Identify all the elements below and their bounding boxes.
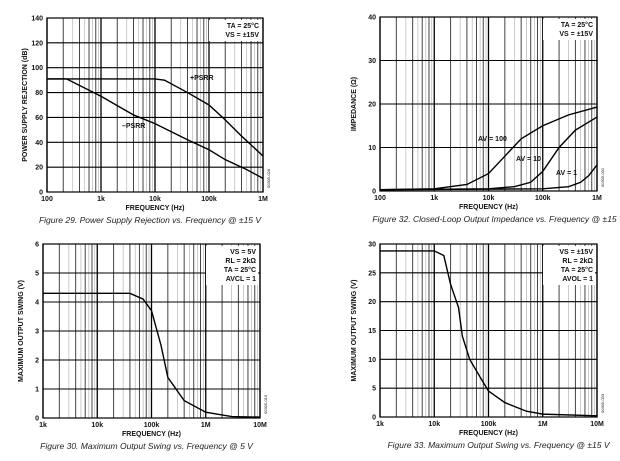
series-label: AV = 100 [478, 136, 507, 143]
y-tick-label: 0 [372, 415, 376, 422]
condition-text: VS = 5V [230, 249, 256, 256]
figure-code: 00305-028 [266, 168, 271, 188]
figure-code: 00305-033 [600, 393, 605, 413]
y-axis-label: IMPEDANCE (Ω) [351, 77, 358, 131]
series-label: +PSRR [190, 75, 214, 82]
conditions-box [543, 246, 595, 285]
y-tick-label: 140 [31, 16, 43, 23]
series-label: AV = 1 [556, 170, 577, 177]
figure-caption: Figure 30. Maximum Output Swing vs. Freq… [40, 441, 254, 451]
condition-text: AVCL = 1 [226, 276, 256, 283]
condition-text: TA = 25°C [227, 22, 259, 30]
x-tick-label: 100k [535, 195, 551, 202]
x-tick-label: 1k [97, 196, 105, 203]
figure-caption: Figure 33. Maximum Output Swing vs. Freq… [387, 440, 610, 450]
y-tick-label: 30 [368, 58, 376, 65]
y-tick-label: 0 [39, 190, 43, 197]
condition-text: VS = ±15V [559, 249, 593, 256]
condition-text: TA = 25°C [224, 266, 256, 274]
chart-2: 100 1k 10k 100k 1M 0 10 20 30 40 AV = 100 AV = 10 AV… [351, 15, 620, 225]
figure-code: 00305-031 [600, 167, 605, 187]
plot-frame [379, 243, 598, 418]
x-tick-label: 100k [481, 421, 497, 428]
y-tick-label: 4 [35, 300, 39, 307]
conditions-box [209, 20, 261, 41]
y-tick-label: 10 [368, 145, 376, 152]
x-tick-label: 100 [41, 196, 53, 203]
series-line [379, 106, 598, 191]
x-tick-label: 100 [374, 195, 386, 202]
y-tick-label: 20 [35, 165, 43, 172]
y-tick-label: 2 [35, 358, 39, 365]
plot-frame [379, 16, 598, 192]
x-tick-label: 100k [144, 422, 160, 429]
y-tick-label: 80 [35, 90, 43, 97]
series-label: AV = 10 [516, 156, 541, 163]
x-tick-label: 10k [483, 195, 495, 202]
y-tick-label: 15 [368, 328, 376, 335]
y-axis-label: POWER SUPPLY REJECTION (dB) [22, 48, 29, 162]
y-tick-label: 1 [35, 387, 39, 394]
figure-caption: Figure 29. Power Supply Rejection vs. Fr… [39, 215, 262, 225]
x-tick-label: 1M [258, 196, 268, 203]
series-label: –PSRR [122, 123, 145, 130]
y-tick-label: 10 [368, 357, 376, 364]
y-tick-label: 100 [31, 65, 43, 72]
series-line [47, 78, 264, 179]
series-line [379, 164, 598, 191]
x-axis-label: FREQUENCY (Hz) [459, 204, 518, 211]
chart-1: 100 1k 10k 100k 1M 0 20 40 60 80 100 120 140 +PSRR –PS… [22, 16, 271, 226]
condition-text: TA = 25°C [561, 21, 593, 29]
y-tick-label: 5 [372, 386, 376, 393]
y-axis-label: MAXIMUM OUTPUT SWING (V) [351, 280, 358, 382]
y-tick-label: 25 [368, 270, 376, 277]
x-tick-label: 1k [430, 195, 438, 202]
x-tick-label: 1M [592, 195, 602, 202]
x-tick-label: 10k [149, 196, 161, 203]
y-tick-label: 20 [368, 102, 376, 109]
condition-text: TA = 25°C [561, 266, 593, 274]
condition-text: RL = 2kΩ [225, 258, 256, 265]
series-line [43, 292, 261, 418]
x-tick-label: 10k [428, 421, 440, 428]
y-tick-label: 120 [31, 40, 43, 47]
x-tick-label: 1M [538, 421, 548, 428]
y-tick-label: 30 [368, 242, 376, 249]
y-axis-label: MAXIMUM OUTPUT SWING (V) [18, 280, 25, 382]
x-tick-label: 10M [253, 422, 267, 429]
y-tick-label: 40 [368, 15, 376, 22]
condition-text: RL = 2kΩ [562, 258, 593, 265]
x-tick-label: 10M [590, 421, 604, 428]
y-tick-label: 20 [368, 299, 376, 306]
plot-frame [46, 17, 264, 193]
condition-text: VS = ±15V [559, 31, 593, 38]
condition-text: AVOL = 1 [562, 276, 593, 283]
y-tick-label: 3 [35, 329, 39, 336]
x-tick-label: 1k [376, 421, 384, 428]
y-tick-label: 5 [35, 271, 39, 278]
chart-4: 1k 10k 100k 1M 10M 0 5 10 15 20 25 30 VS = ±15V RL = … [351, 242, 611, 451]
plot-frame [42, 243, 261, 419]
condition-text: VS = ±15V [225, 32, 259, 39]
x-tick-label: 1M [201, 422, 211, 429]
x-axis-label: FREQUENCY (Hz) [122, 431, 181, 438]
figure-code: 00305-010 [263, 394, 268, 414]
x-axis-label: FREQUENCY (Hz) [126, 205, 185, 212]
x-tick-label: 10k [91, 422, 103, 429]
y-tick-label: 0 [372, 189, 376, 196]
conditions-box [206, 246, 258, 285]
series-line [380, 250, 598, 417]
y-tick-label: 0 [35, 416, 39, 423]
y-tick-label: 60 [35, 115, 43, 122]
x-tick-label: 100k [201, 196, 217, 203]
y-tick-label: 40 [35, 140, 43, 147]
x-axis-label: FREQUENCY (Hz) [459, 430, 518, 437]
figure-caption: Figure 32. Closed-Loop Output Impedance … [372, 214, 620, 224]
y-tick-label: 6 [35, 242, 39, 249]
x-tick-label: 1k [39, 422, 47, 429]
conditions-box [543, 19, 595, 40]
series-line [47, 78, 264, 157]
